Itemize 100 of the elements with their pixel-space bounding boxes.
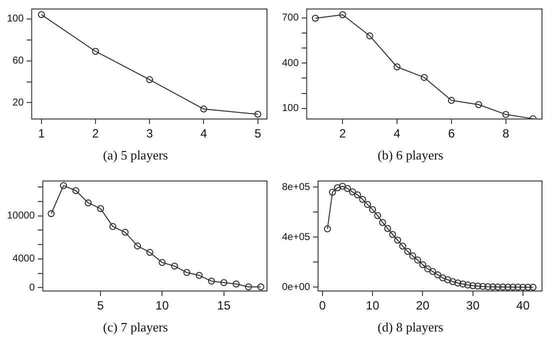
- y-tick-label: 20: [12, 97, 24, 108]
- point: [424, 265, 432, 272]
- point: [339, 182, 346, 190]
- x-tick-label: 40: [516, 298, 530, 313]
- point: [479, 282, 486, 290]
- point: [334, 184, 341, 192]
- x-tick-label: 20: [416, 298, 430, 313]
- point: [324, 225, 331, 232]
- x-tick-label: 4: [394, 126, 401, 141]
- y-tick-label: 8e+05: [282, 182, 311, 193]
- y-tick-label: 100: [282, 103, 300, 114]
- y-tick-label: 400: [282, 58, 300, 69]
- x-tick-label: 2: [92, 126, 100, 141]
- point: [84, 199, 92, 206]
- point: [449, 278, 456, 286]
- x-tick-label: 1: [38, 126, 46, 141]
- point: [374, 212, 382, 220]
- point: [122, 228, 129, 236]
- x-tick-label: 10: [366, 298, 380, 313]
- point: [200, 106, 208, 113]
- point: [454, 279, 462, 286]
- point: [312, 14, 319, 22]
- point: [339, 11, 346, 18]
- point: [474, 282, 482, 290]
- point: [484, 283, 492, 290]
- point: [502, 110, 510, 118]
- point: [109, 223, 116, 230]
- x-tick-label: 2: [339, 126, 346, 141]
- point: [183, 269, 190, 276]
- x-tick-label: 6: [448, 126, 456, 141]
- point: [404, 248, 412, 255]
- x-tick-label: 30: [466, 298, 480, 313]
- point: [524, 284, 532, 291]
- point: [409, 252, 416, 260]
- x-tick-label: 4: [200, 126, 208, 141]
- point: [38, 11, 45, 18]
- y-tick-label: 10000: [6, 210, 36, 222]
- x-tick-label: 5: [97, 298, 104, 313]
- point: [60, 182, 68, 190]
- point: [394, 63, 400, 70]
- point: [529, 284, 536, 291]
- point: [429, 268, 436, 275]
- point: [254, 110, 262, 118]
- point: [420, 74, 428, 81]
- point: [146, 248, 154, 256]
- point: [97, 205, 104, 212]
- point: [208, 278, 216, 285]
- y-tick-label: 700: [282, 12, 300, 24]
- point: [366, 32, 374, 40]
- point: [344, 185, 352, 192]
- point: [134, 242, 142, 250]
- x-tick-label: 0: [319, 298, 326, 313]
- point: [514, 284, 522, 291]
- y-tick-label: 100: [6, 14, 24, 25]
- point: [384, 224, 392, 232]
- point: [439, 274, 446, 282]
- point: [196, 272, 203, 279]
- point: [364, 201, 372, 208]
- point: [171, 262, 178, 270]
- y-tick-label: 0e+00: [282, 282, 311, 293]
- point: [399, 242, 406, 250]
- text: (d) 8 players: [378, 320, 444, 335]
- point: [257, 283, 264, 290]
- point: [354, 191, 362, 198]
- point: [245, 283, 252, 290]
- y-tick-label: 0: [29, 282, 36, 294]
- point: [499, 284, 506, 291]
- point: [232, 280, 240, 288]
- point: [394, 236, 402, 244]
- point: [359, 196, 366, 203]
- point: [158, 258, 166, 266]
- text: (b) 6 players: [378, 148, 444, 163]
- point: [379, 218, 386, 226]
- point: [220, 279, 228, 286]
- point: [459, 280, 466, 288]
- point: [494, 283, 502, 290]
- point: [489, 283, 496, 290]
- point: [48, 210, 55, 218]
- point: [389, 230, 396, 238]
- point: [444, 276, 452, 284]
- point: [519, 284, 526, 291]
- point: [475, 101, 482, 108]
- point: [504, 284, 512, 291]
- point: [509, 284, 516, 291]
- x-tick-label: 8: [502, 126, 510, 141]
- point: [448, 96, 455, 104]
- y-tick-label: 4000: [12, 254, 36, 265]
- point: [72, 187, 80, 194]
- point: [469, 282, 476, 290]
- text: (a) 5 players: [103, 148, 168, 163]
- x-tick-label: 3: [146, 126, 154, 141]
- y-tick-label: 4e+05: [282, 232, 311, 243]
- text: (c) 7 players: [103, 320, 168, 335]
- point: [328, 188, 336, 196]
- point: [434, 271, 442, 278]
- x-tick-label: 5: [254, 126, 262, 141]
- point: [369, 206, 376, 214]
- point: [92, 48, 100, 55]
- y-tick-label: 60: [12, 56, 24, 67]
- point: [349, 188, 356, 196]
